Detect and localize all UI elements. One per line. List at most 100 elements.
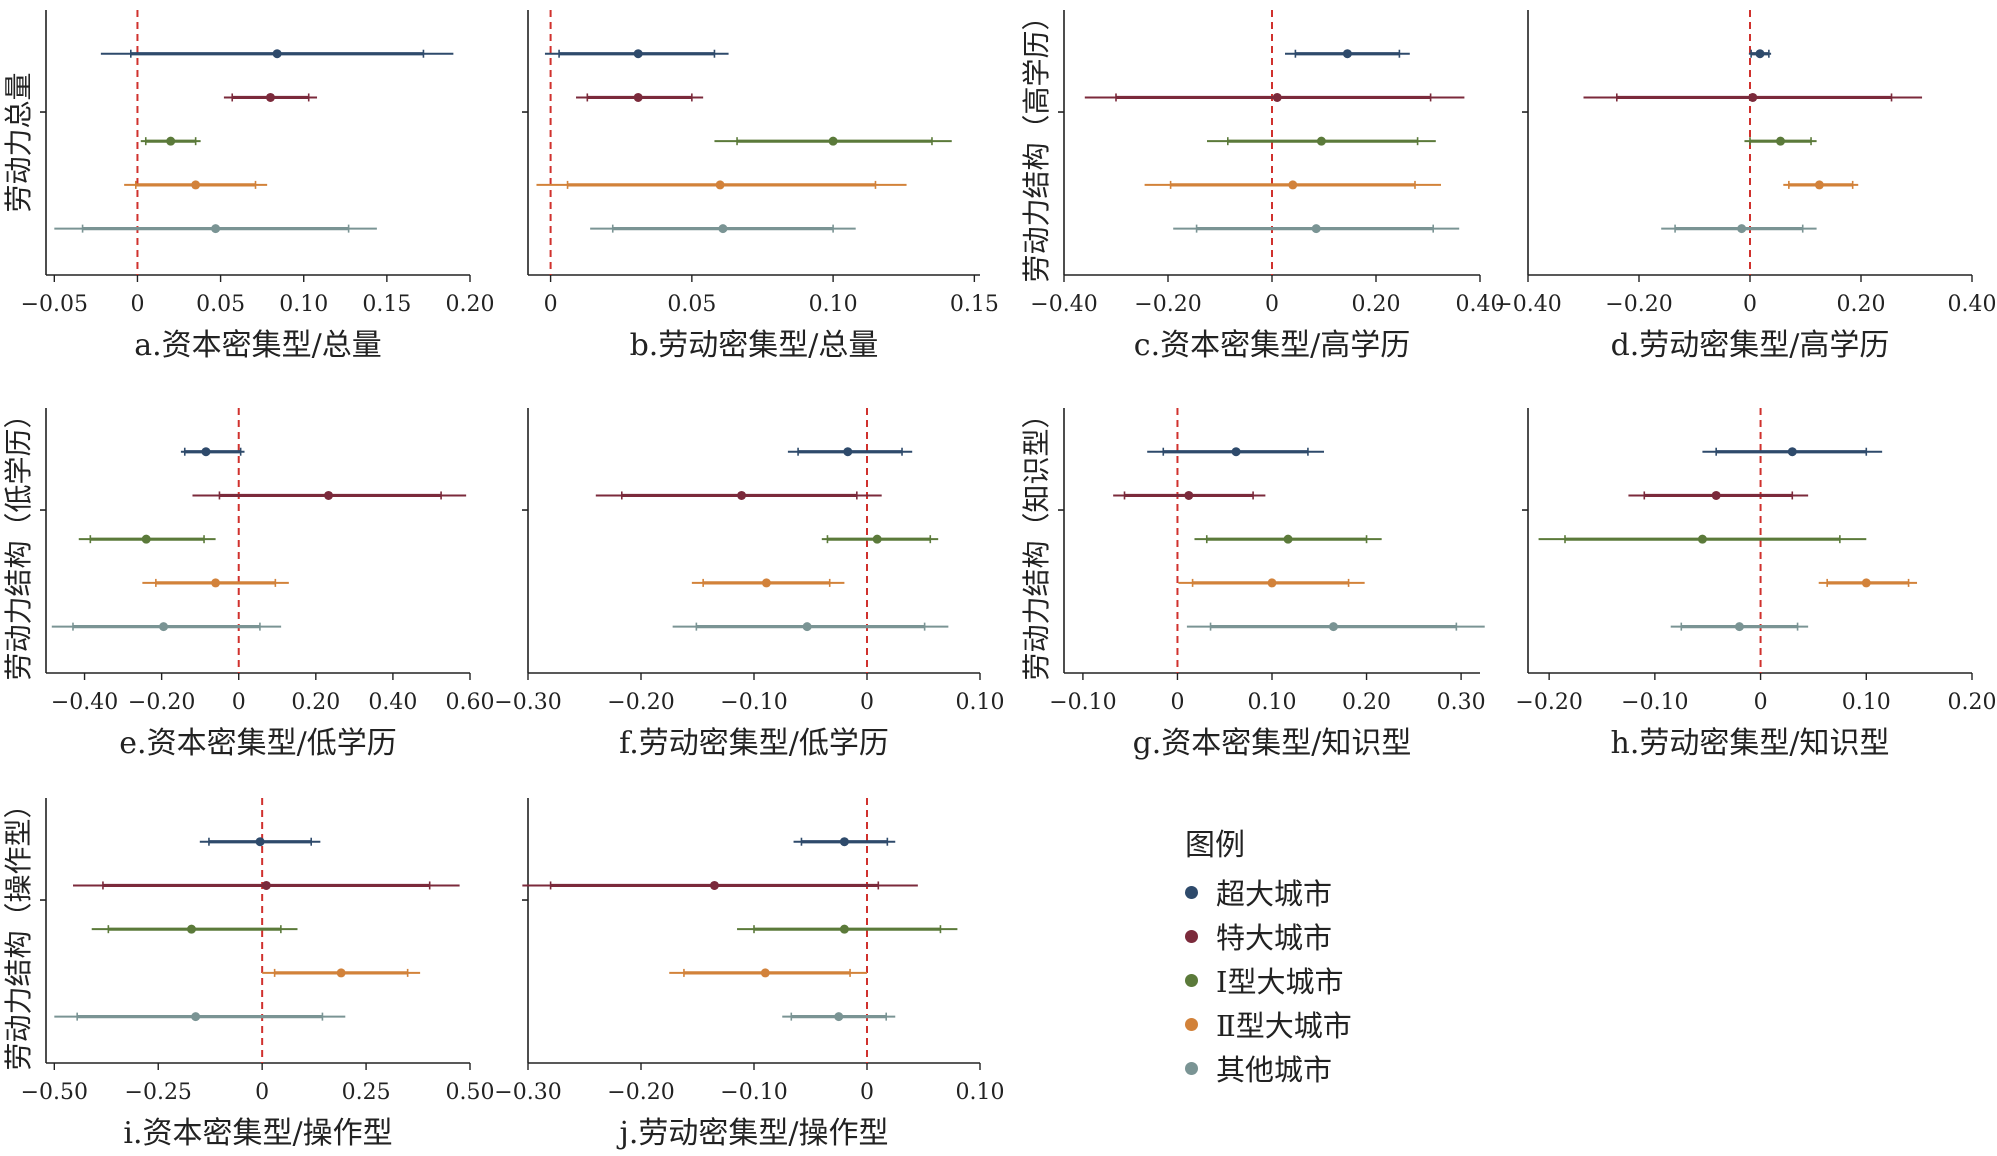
point-estimate bbox=[1814, 180, 1824, 190]
point-estimate bbox=[1755, 49, 1765, 59]
legend-item-type1-large-city: Ⅰ型大城市 bbox=[1185, 958, 1352, 1002]
point-estimate bbox=[261, 880, 271, 890]
panel-title: b.劳动密集型/总量 bbox=[630, 328, 879, 363]
x-tick-label: −0.20 bbox=[607, 1080, 674, 1105]
point-estimate bbox=[211, 578, 221, 588]
panel-title: g.资本密集型/知识型 bbox=[1133, 726, 1412, 761]
y-axis-label: 劳动力结构（低学历） bbox=[2, 400, 35, 680]
point-estimate bbox=[633, 49, 643, 59]
x-tick-label: 0.40 bbox=[1456, 292, 1505, 317]
legend-label: 超大城市 bbox=[1216, 877, 1333, 911]
x-tick-label: 0 bbox=[130, 292, 144, 317]
legend-marker bbox=[1185, 1017, 1198, 1031]
x-tick-label: 0.10 bbox=[279, 292, 328, 317]
point-estimate bbox=[633, 92, 643, 102]
point-estimate bbox=[1267, 578, 1277, 588]
point-estimate bbox=[336, 968, 346, 978]
point-estimate bbox=[141, 534, 151, 544]
point-estimate bbox=[1748, 92, 1758, 102]
point-estimate bbox=[834, 1012, 844, 1022]
x-tick-label: 0 bbox=[544, 292, 558, 317]
point-estimate bbox=[872, 534, 882, 544]
x-tick-label: 0 bbox=[1265, 292, 1279, 317]
point-estimate bbox=[1311, 224, 1321, 234]
point-estimate bbox=[828, 136, 838, 146]
x-tick-label: 0.20 bbox=[291, 690, 340, 715]
x-tick-label: 0.60 bbox=[446, 690, 495, 715]
x-tick-label: 0.10 bbox=[1248, 690, 1297, 715]
point-estimate bbox=[324, 490, 334, 500]
legend-item-type2-large-city: Ⅱ型大城市 bbox=[1185, 1002, 1352, 1046]
y-axis-label: 劳动力总量 bbox=[2, 72, 35, 212]
x-tick-label: −0.20 bbox=[1605, 292, 1672, 317]
legend-marker bbox=[1185, 929, 1198, 943]
x-tick-label: −0.10 bbox=[1049, 690, 1116, 715]
x-tick-label: 0 bbox=[1170, 690, 1184, 715]
y-axis-label: 劳动力结构（知识型） bbox=[1020, 400, 1053, 680]
x-tick-label: −0.20 bbox=[128, 690, 195, 715]
x-tick-label: −0.10 bbox=[720, 690, 787, 715]
x-tick-label: 0.20 bbox=[446, 292, 495, 317]
legend-marker bbox=[1185, 1061, 1198, 1075]
point-estimate bbox=[1316, 136, 1326, 146]
x-tick-label: 0 bbox=[255, 1080, 269, 1105]
x-tick-label: −0.40 bbox=[1494, 292, 1561, 317]
point-estimate bbox=[737, 490, 747, 500]
point-estimate bbox=[843, 447, 853, 457]
point-estimate bbox=[839, 837, 849, 847]
point-estimate bbox=[1342, 49, 1352, 59]
point-estimate bbox=[1697, 534, 1707, 544]
x-tick-label: −0.40 bbox=[51, 690, 118, 715]
point-estimate bbox=[1288, 180, 1298, 190]
panel-title: h.劳动密集型/知识型 bbox=[1611, 726, 1890, 761]
panel-title: f.劳动密集型/低学历 bbox=[619, 726, 889, 761]
x-tick-label: −0.10 bbox=[720, 1080, 787, 1105]
x-tick-label: 0 bbox=[860, 690, 874, 715]
point-estimate bbox=[1861, 578, 1871, 588]
point-estimate bbox=[760, 968, 770, 978]
x-tick-label: 0.40 bbox=[368, 690, 417, 715]
point-estimate bbox=[709, 880, 719, 890]
point-estimate bbox=[1737, 224, 1747, 234]
x-tick-label: −0.50 bbox=[21, 1080, 88, 1105]
x-tick-label: 0.15 bbox=[950, 292, 999, 317]
x-tick-label: 0.10 bbox=[956, 1080, 1005, 1105]
legend-marker bbox=[1185, 973, 1198, 987]
point-estimate bbox=[191, 1012, 201, 1022]
x-tick-label: −0.25 bbox=[125, 1080, 192, 1105]
x-tick-label: 0.10 bbox=[809, 292, 858, 317]
x-tick-label: 0.05 bbox=[667, 292, 716, 317]
point-estimate bbox=[191, 180, 201, 190]
point-estimate bbox=[166, 136, 176, 146]
panel-title: i.资本密集型/操作型 bbox=[123, 1116, 392, 1151]
x-tick-label: −0.30 bbox=[494, 690, 561, 715]
point-estimate bbox=[802, 622, 812, 632]
legend-item-super-city: 超大城市 bbox=[1185, 870, 1352, 914]
x-tick-label: 0.15 bbox=[362, 292, 411, 317]
point-estimate bbox=[186, 924, 196, 934]
point-estimate bbox=[1711, 490, 1721, 500]
x-tick-label: 0.05 bbox=[196, 292, 245, 317]
point-estimate bbox=[1328, 622, 1338, 632]
x-tick-label: 0.20 bbox=[1837, 292, 1886, 317]
x-tick-label: 0 bbox=[1743, 292, 1757, 317]
x-tick-label: 0.20 bbox=[1948, 690, 1997, 715]
x-tick-label: −0.40 bbox=[1030, 292, 1097, 317]
legend-label: Ⅱ型大城市 bbox=[1216, 1009, 1352, 1043]
x-tick-label: 0.50 bbox=[446, 1080, 495, 1105]
point-estimate bbox=[839, 924, 849, 934]
panel-title: e.资本密集型/低学历 bbox=[119, 726, 396, 761]
point-estimate bbox=[159, 622, 169, 632]
x-tick-label: 0.25 bbox=[342, 1080, 391, 1105]
point-estimate bbox=[1734, 622, 1744, 632]
x-tick-label: −0.20 bbox=[607, 690, 674, 715]
x-tick-label: 0.10 bbox=[1842, 690, 1891, 715]
x-tick-label: 0.20 bbox=[1352, 292, 1401, 317]
x-tick-label: 0.20 bbox=[1342, 690, 1391, 715]
point-estimate bbox=[715, 180, 725, 190]
legend-marker bbox=[1185, 885, 1198, 899]
point-estimate bbox=[761, 578, 771, 588]
x-tick-label: 0 bbox=[232, 690, 246, 715]
point-estimate bbox=[718, 224, 728, 234]
point-estimate bbox=[272, 49, 282, 59]
